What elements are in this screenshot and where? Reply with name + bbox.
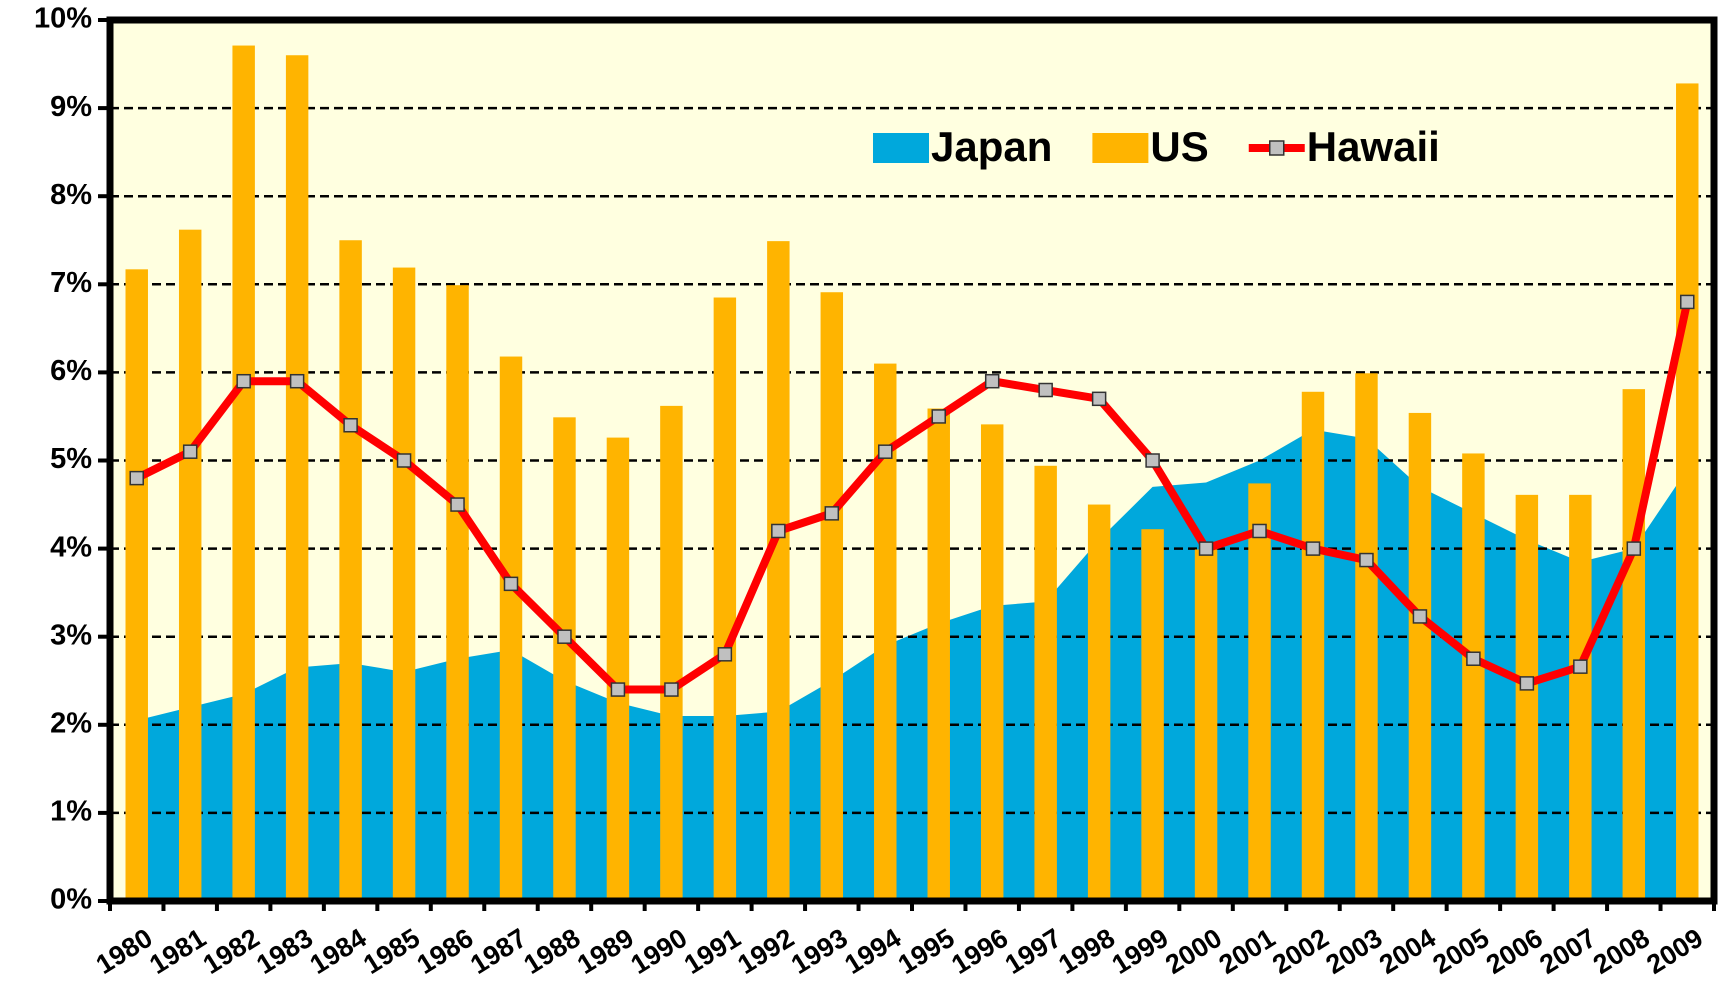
bar bbox=[1141, 529, 1164, 901]
bar bbox=[1515, 494, 1539, 901]
bar bbox=[1301, 391, 1325, 901]
line-marker bbox=[771, 523, 786, 539]
line-marker bbox=[610, 682, 626, 697]
line-marker bbox=[1038, 382, 1053, 398]
line-marker bbox=[1305, 541, 1321, 556]
legend-marker bbox=[1269, 140, 1285, 156]
line-marker bbox=[503, 576, 519, 592]
bar bbox=[339, 240, 362, 901]
line-marker bbox=[343, 418, 358, 433]
line-marker bbox=[1466, 651, 1481, 666]
line-marker bbox=[664, 682, 679, 697]
legend-swatch bbox=[1092, 133, 1149, 163]
bar bbox=[660, 405, 683, 901]
line-marker bbox=[1519, 676, 1535, 691]
y-tick-label: 1% bbox=[50, 796, 92, 828]
line-marker bbox=[1680, 294, 1695, 310]
line-marker bbox=[1198, 541, 1214, 556]
bar bbox=[767, 241, 790, 902]
line-marker bbox=[236, 373, 251, 389]
bar bbox=[446, 285, 469, 901]
line-marker bbox=[824, 506, 840, 521]
y-tick-label: 3% bbox=[50, 619, 92, 651]
bar bbox=[713, 297, 737, 901]
bar bbox=[232, 45, 255, 901]
legend-label: US bbox=[1150, 123, 1208, 170]
legend-item: Hawaii bbox=[1248, 123, 1440, 170]
line-marker bbox=[1145, 453, 1160, 468]
bar bbox=[980, 424, 1004, 901]
y-tick-label: 0% bbox=[50, 884, 92, 916]
legend-label: Japan bbox=[931, 123, 1052, 170]
y-tick-label: 2% bbox=[50, 707, 92, 739]
bar bbox=[927, 408, 950, 901]
bar bbox=[1462, 453, 1485, 901]
line-marker bbox=[129, 470, 144, 486]
line-marker bbox=[931, 409, 946, 424]
line-marker bbox=[1412, 609, 1428, 624]
bar bbox=[392, 267, 416, 901]
bar bbox=[1676, 83, 1699, 901]
y-tick-label: 10% bbox=[34, 3, 92, 35]
bar bbox=[874, 363, 897, 902]
line-marker bbox=[182, 444, 198, 459]
legend-swatch bbox=[873, 133, 929, 163]
line bbox=[134, 301, 1692, 694]
y-tick-label: 4% bbox=[50, 531, 92, 563]
line-marker bbox=[1626, 541, 1642, 556]
bar bbox=[1248, 483, 1271, 901]
bar bbox=[1408, 412, 1432, 901]
line-marker bbox=[396, 453, 412, 468]
line-marker bbox=[717, 647, 733, 662]
line-marker bbox=[984, 373, 1000, 389]
line-marker bbox=[1252, 523, 1267, 539]
bar bbox=[1622, 389, 1646, 901]
bar bbox=[125, 269, 148, 901]
line-marker bbox=[450, 497, 465, 512]
bar bbox=[553, 417, 576, 901]
x-tick-label: 2009 bbox=[1641, 923, 1708, 980]
bar bbox=[285, 55, 309, 902]
bar bbox=[1355, 373, 1378, 901]
legend-label: Hawaii bbox=[1307, 123, 1440, 170]
legend-item: US bbox=[1092, 123, 1209, 170]
line-marker bbox=[1091, 391, 1107, 407]
bar bbox=[606, 437, 630, 901]
y-tick-label: 6% bbox=[50, 355, 92, 387]
bar bbox=[178, 229, 202, 902]
line-marker bbox=[1359, 552, 1374, 568]
bar bbox=[1569, 494, 1592, 901]
line-marker bbox=[557, 629, 572, 644]
y-tick-label: 8% bbox=[50, 179, 92, 211]
bar bbox=[1034, 465, 1057, 901]
y-tick-label: 5% bbox=[50, 443, 92, 475]
y-tick-label: 7% bbox=[50, 267, 92, 299]
legend-item: Japan bbox=[873, 123, 1052, 170]
bar bbox=[1194, 549, 1218, 901]
bar bbox=[1087, 504, 1111, 901]
bar bbox=[499, 356, 523, 901]
line-marker bbox=[289, 373, 305, 389]
y-tick-label: 9% bbox=[50, 91, 92, 123]
line-marker bbox=[878, 444, 893, 459]
line-marker bbox=[1573, 659, 1588, 674]
bar bbox=[820, 292, 844, 901]
